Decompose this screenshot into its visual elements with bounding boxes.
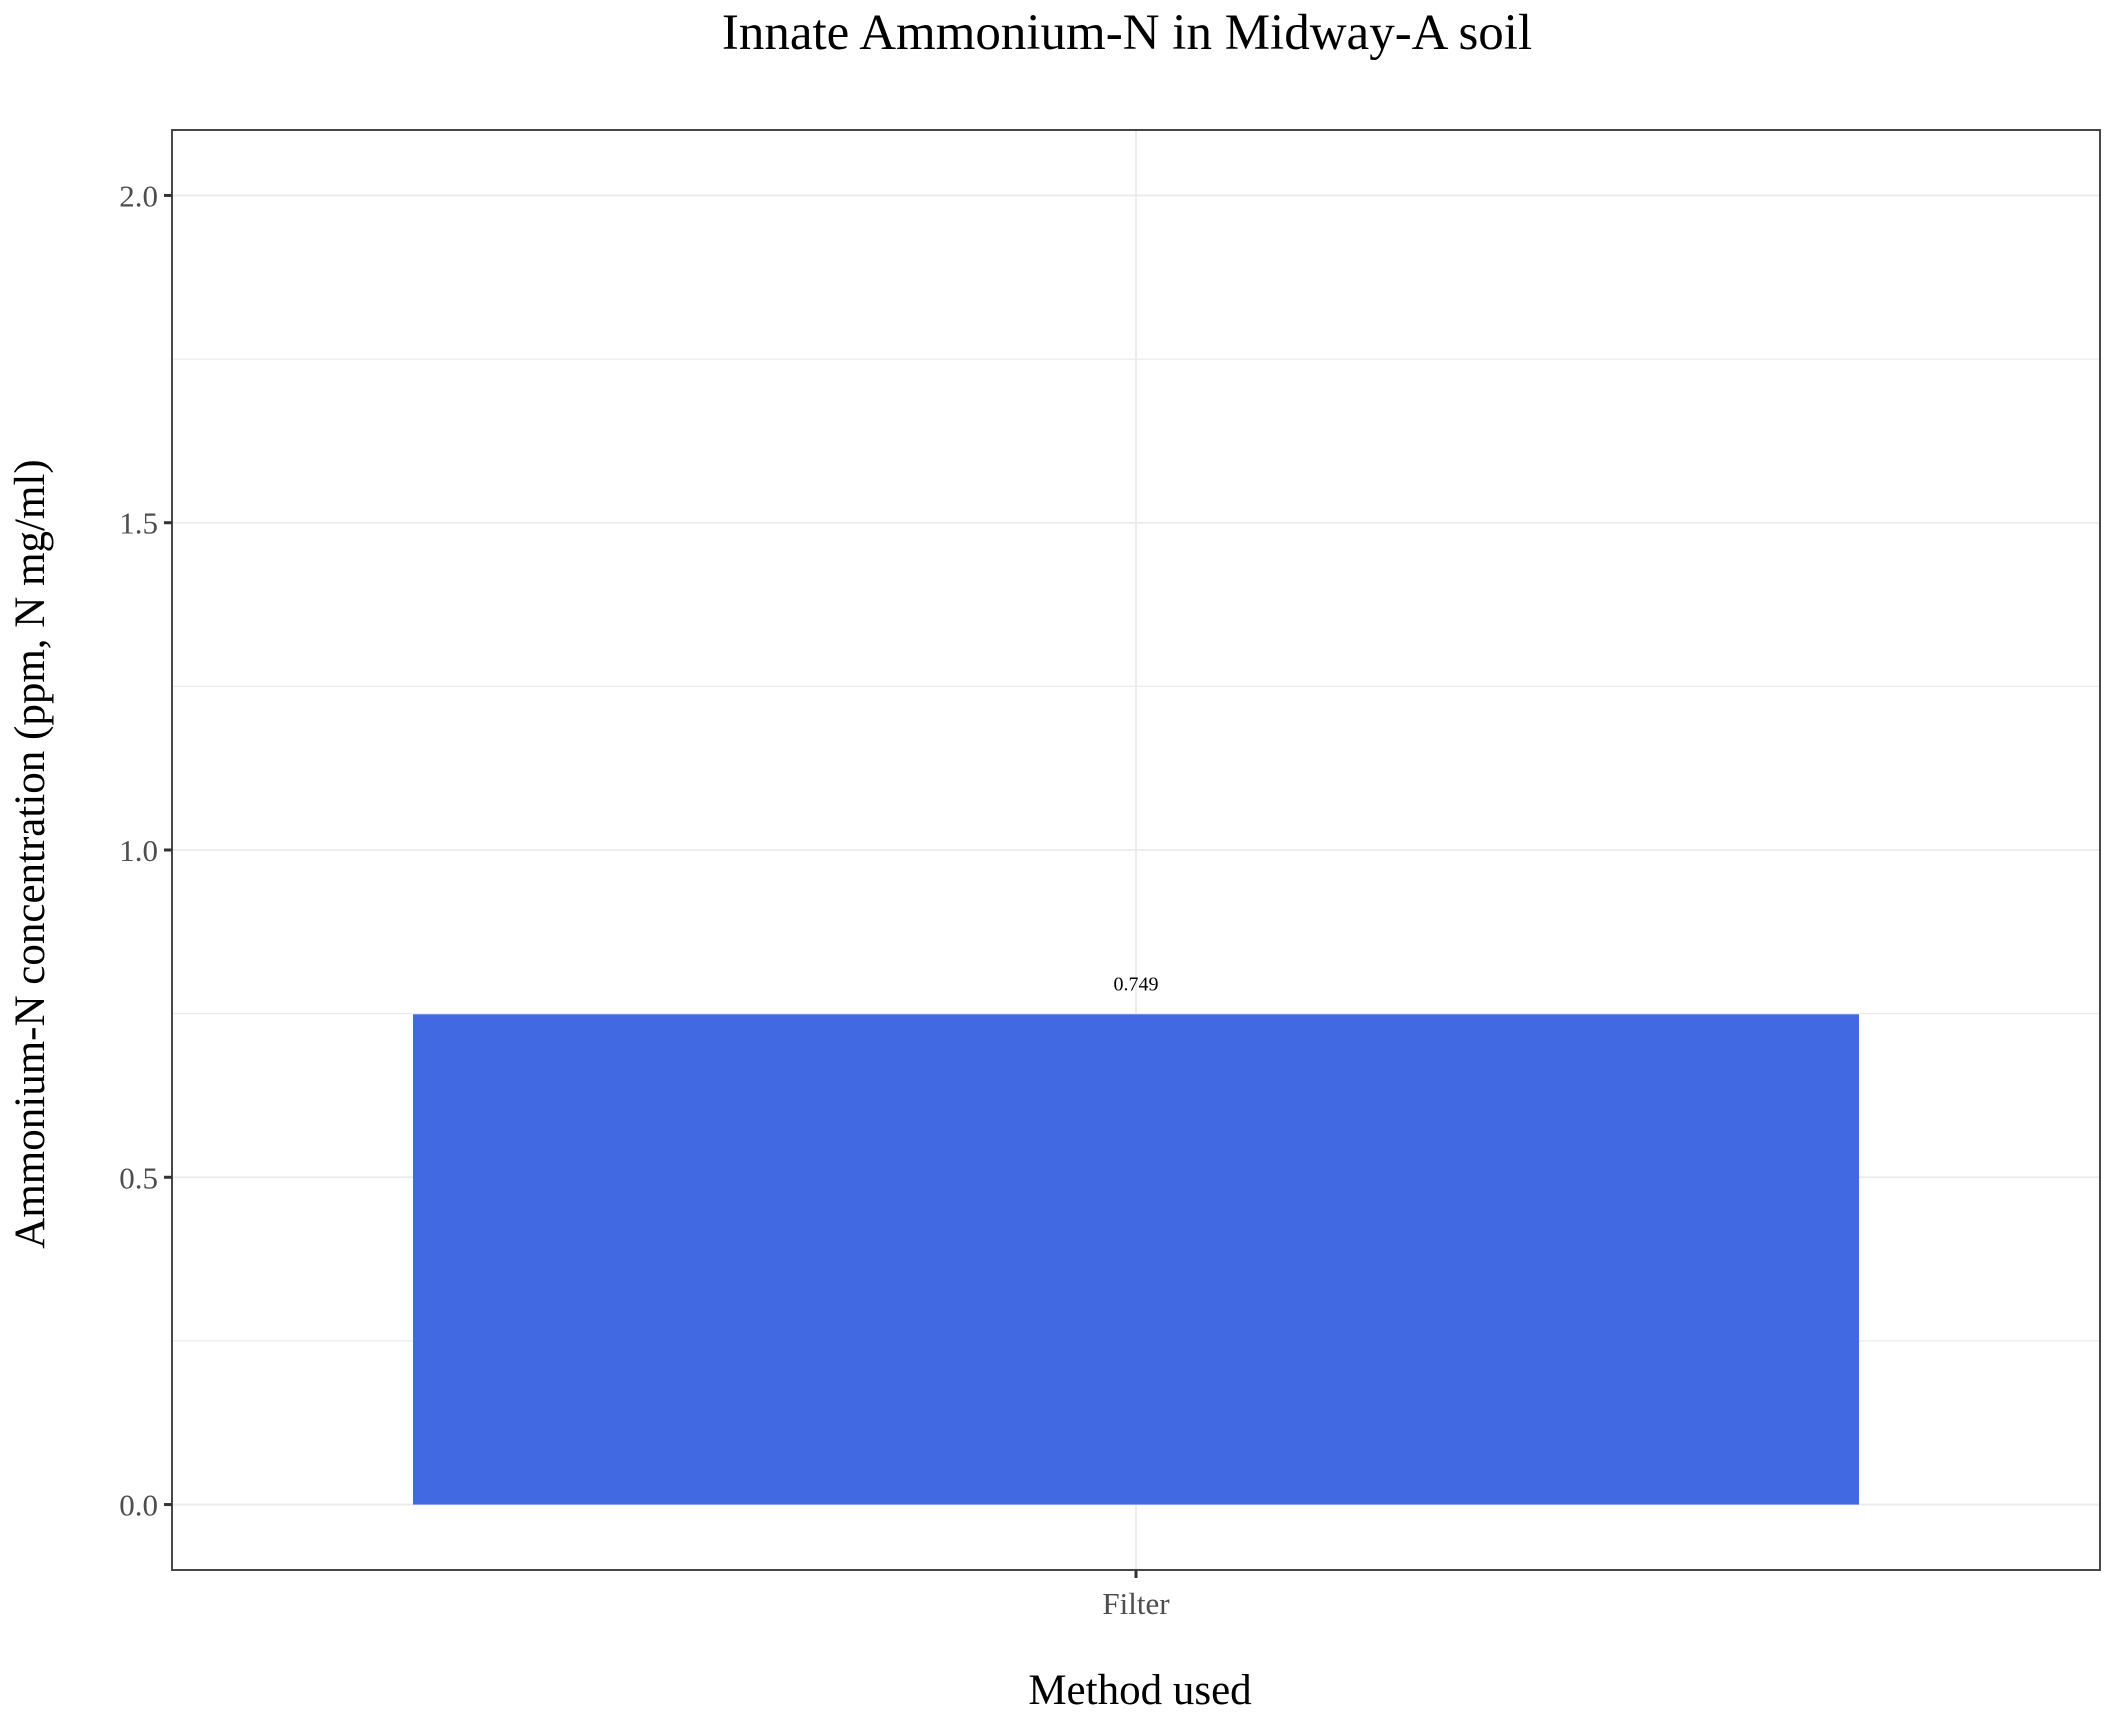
y-tick-label: 1.5 (119, 506, 158, 541)
x-axis-title: Method used (1028, 1667, 1251, 1714)
y-axis-title: Ammonium-N concentration (ppm, N mg/ml) (7, 459, 54, 1248)
y-tick-label: 0.5 (119, 1160, 158, 1195)
bars (413, 1014, 1859, 1505)
x-tick-label: Filter (1102, 1586, 1170, 1621)
chart-title: Innate Ammonium-N in Midway-A soil (722, 5, 1532, 61)
y-tick-label: 1.0 (119, 833, 158, 868)
data-labels: 0.749 (1114, 973, 1159, 995)
bar-filter (413, 1014, 1859, 1505)
y-axis: 0.0 0.5 1.0 1.5 2.0 (119, 178, 172, 1523)
x-axis: Filter (1102, 1570, 1170, 1621)
bar-value-label: 0.749 (1114, 973, 1159, 995)
y-tick-label: 2.0 (119, 178, 158, 213)
y-tick-label: 0.0 (119, 1488, 158, 1523)
